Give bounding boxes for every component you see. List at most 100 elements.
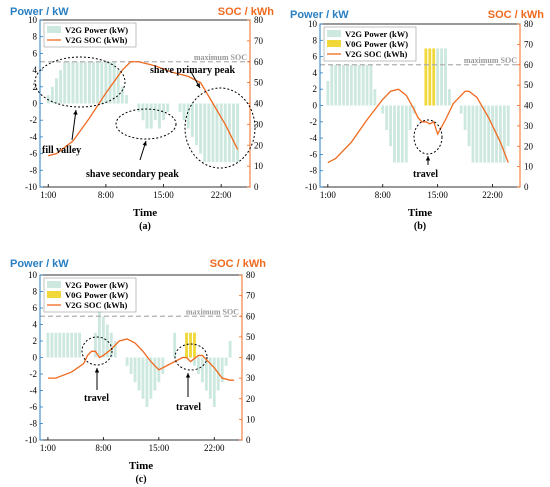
power-bar: [361, 64, 365, 106]
power-bar: [141, 357, 145, 399]
y-right-tick-label: 0: [246, 435, 251, 445]
power-bar: [96, 61, 100, 104]
power-bar: [385, 105, 389, 130]
power-bar: [87, 61, 91, 104]
annotation-text: travel: [176, 402, 201, 413]
power-bar: [173, 332, 177, 358]
y-right-tick-label: 30: [524, 121, 534, 131]
power-bar: [432, 48, 436, 106]
power-bar: [204, 357, 208, 391]
annotation-arrow: [71, 109, 77, 141]
power-bar: [50, 332, 54, 358]
soc-line: [47, 338, 235, 381]
power-bar: [137, 103, 141, 112]
y-right-tick-label: 80: [254, 15, 264, 25]
annotation-text: travel: [413, 169, 438, 180]
y-right-tick-label: 50: [246, 332, 256, 342]
y-left-tick-label: -2: [310, 117, 318, 127]
power-bar: [400, 105, 404, 163]
y-right-tick-label: 10: [246, 414, 256, 424]
power-bar: [149, 357, 153, 399]
y-left-tick-label: -4: [30, 386, 38, 396]
panel-label: (b): [414, 221, 426, 232]
power-bar: [219, 103, 223, 162]
y-right-tick-label: 10: [254, 161, 264, 171]
power-bar: [502, 105, 506, 163]
power-bar: [349, 64, 353, 106]
power-bar: [185, 332, 188, 358]
power-bar: [459, 105, 463, 114]
power-bar: [212, 357, 216, 407]
power-bar: [207, 103, 211, 162]
power-bar: [365, 64, 369, 106]
power-bar: [357, 64, 361, 106]
y-left-title: Power / kW: [10, 258, 69, 270]
y-right-tick-label: 40: [524, 101, 534, 111]
power-bar: [108, 61, 112, 104]
y-right-title: SOC / kWh: [218, 6, 275, 18]
power-bar: [193, 332, 196, 358]
chart-panel: maximum SOC -10 -8 -6 -4 -2 0 2 4 6 8 10 0 10 20 30 40 50…: [10, 258, 266, 485]
power-bar: [487, 105, 491, 163]
power-bar: [342, 64, 345, 106]
power-bar: [200, 357, 204, 383]
x-title: Time: [133, 207, 157, 219]
power-bar: [208, 357, 212, 399]
y-right-tick-label: 20: [524, 141, 534, 151]
x-tick-label: 8:00: [375, 190, 392, 200]
power-bar: [448, 89, 451, 106]
power-bar: [137, 357, 141, 391]
y-left-tick-label: -8: [30, 419, 38, 429]
power-bar: [479, 105, 483, 163]
power-bar: [63, 61, 67, 104]
legend-entry: V2G SOC (kWh): [345, 49, 408, 59]
power-bar: [71, 61, 75, 104]
y-right-tick-label: 70: [254, 36, 264, 46]
power-bar: [166, 103, 170, 112]
x-tick-label: 15:00: [153, 190, 174, 200]
power-bar: [120, 86, 124, 104]
power-bar: [58, 332, 62, 358]
y-left-title: Power / kW: [290, 9, 349, 21]
x-tick-label: 22:00: [204, 443, 225, 453]
power-bar: [228, 341, 232, 358]
y-left-tick-label: -10: [25, 182, 37, 192]
y-left-tick-label: 2: [33, 336, 38, 346]
power-bar: [397, 105, 400, 163]
y-left-tick-label: -8: [30, 165, 38, 175]
y-left-tick-label: 6: [33, 303, 38, 313]
y-left-tick-label: -8: [310, 166, 318, 176]
panel-label: (a): [139, 221, 151, 232]
power-bar: [338, 64, 342, 106]
legend-swatch: [327, 40, 341, 47]
y-right-tick-label: 70: [524, 39, 534, 49]
power-bar: [223, 103, 227, 162]
power-bar: [373, 89, 377, 106]
power-bar: [153, 357, 157, 391]
power-bar: [404, 105, 408, 163]
y-right-tick-label: 40: [246, 353, 256, 363]
legend-entry: V0G Power (kW): [345, 39, 408, 49]
power-bar: [190, 103, 194, 137]
y-left-tick-label: 2: [313, 84, 318, 94]
legend-entry: V2G SOC (kWh): [65, 35, 128, 45]
y-right-tick-label: 0: [254, 182, 259, 192]
y-right-tick-label: 0: [524, 182, 529, 192]
y-left-tick-label: 8: [313, 35, 318, 45]
soc-line: [48, 61, 239, 157]
power-bar: [471, 105, 475, 163]
power-bar: [46, 332, 50, 358]
legend-swatch: [47, 26, 61, 33]
soc-line: [327, 88, 509, 164]
chart-panel: maximum SOC -10 -8 -6 -4 -2 0 2 4 6 8 10 0 10 20 30 40 50…: [290, 9, 544, 232]
x-tick-label: 15:00: [427, 190, 448, 200]
power-bar: [125, 357, 129, 366]
x-tick-label: 1:00: [40, 190, 57, 200]
legend-entry: V2G SOC (kWh): [65, 300, 128, 310]
y-right-tick-label: 80: [246, 270, 256, 280]
power-bar: [133, 357, 137, 383]
y-left-tick-label: 10: [308, 19, 318, 29]
power-bar: [211, 103, 215, 162]
power-bar: [463, 105, 467, 130]
power-bar: [75, 61, 79, 104]
